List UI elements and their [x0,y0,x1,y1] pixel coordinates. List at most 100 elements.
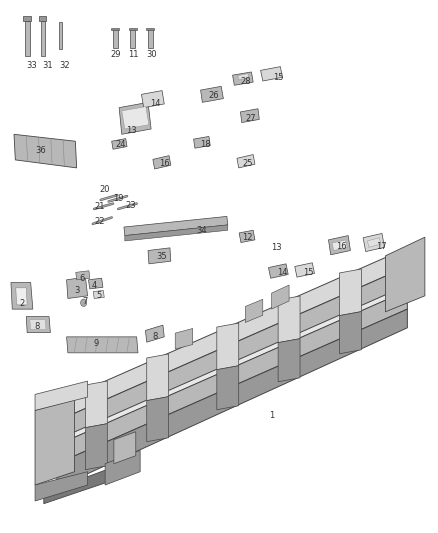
Text: 28: 28 [241,77,251,85]
Polygon shape [57,290,407,464]
Polygon shape [145,325,164,342]
Polygon shape [25,21,30,56]
Polygon shape [201,86,223,102]
Polygon shape [278,296,300,343]
Polygon shape [385,237,425,312]
Text: 9: 9 [94,340,99,348]
Polygon shape [14,134,77,168]
Polygon shape [261,67,283,81]
Text: 14: 14 [277,269,288,277]
Text: 11: 11 [128,50,139,59]
Text: 5: 5 [96,292,101,300]
Text: 36: 36 [35,146,46,155]
Circle shape [81,299,87,306]
Polygon shape [122,107,149,129]
Polygon shape [245,299,263,322]
Text: 16: 16 [336,242,347,251]
Text: 14: 14 [150,100,161,108]
Polygon shape [153,156,171,169]
Polygon shape [41,21,45,56]
Polygon shape [35,472,88,501]
Polygon shape [295,263,314,277]
Polygon shape [240,109,259,123]
Polygon shape [367,238,381,247]
Text: 35: 35 [156,253,166,261]
Text: 15: 15 [304,269,314,277]
Text: 31: 31 [42,61,53,69]
Polygon shape [111,28,119,30]
Polygon shape [238,74,249,80]
Polygon shape [268,264,288,278]
Text: 32: 32 [60,61,70,69]
Polygon shape [339,312,361,354]
Polygon shape [119,102,151,134]
Polygon shape [141,91,164,108]
Polygon shape [146,28,154,30]
Text: 8: 8 [153,333,158,341]
Text: 22: 22 [95,217,105,225]
Text: 8: 8 [35,322,40,330]
Text: 33: 33 [26,61,37,69]
Text: 7: 7 [82,297,87,305]
Polygon shape [39,16,46,21]
Polygon shape [57,248,407,421]
Polygon shape [147,354,169,401]
Polygon shape [278,338,300,382]
Polygon shape [339,269,361,316]
Polygon shape [332,240,347,251]
Polygon shape [76,271,90,280]
Polygon shape [26,317,50,333]
Text: 15: 15 [273,73,283,82]
Text: 24: 24 [115,141,126,149]
Polygon shape [35,400,74,485]
Polygon shape [239,230,255,243]
Polygon shape [272,285,289,309]
Polygon shape [125,225,228,241]
Polygon shape [85,381,107,427]
Polygon shape [57,266,407,445]
Polygon shape [59,22,62,49]
Polygon shape [23,16,32,21]
Text: 12: 12 [242,233,253,241]
Polygon shape [148,248,171,264]
Polygon shape [114,432,136,464]
Polygon shape [105,450,140,485]
Polygon shape [67,277,88,298]
Polygon shape [148,29,153,48]
Text: 3: 3 [74,286,79,295]
Polygon shape [112,139,127,149]
Text: 6: 6 [80,274,85,282]
Polygon shape [57,266,407,440]
Text: 26: 26 [208,92,219,100]
Text: 13: 13 [271,244,281,252]
Text: 18: 18 [201,141,211,149]
Text: 1: 1 [269,411,274,420]
Polygon shape [44,464,123,504]
Polygon shape [175,328,193,349]
Polygon shape [35,381,88,410]
Polygon shape [328,236,350,255]
Text: 13: 13 [126,126,137,135]
Polygon shape [217,323,239,370]
Text: 23: 23 [125,201,136,209]
Polygon shape [129,28,137,30]
Text: 4: 4 [92,281,97,289]
Text: 17: 17 [376,242,386,251]
Polygon shape [237,155,255,168]
Polygon shape [124,216,228,236]
Polygon shape [30,320,46,329]
Polygon shape [363,233,385,252]
Text: 19: 19 [113,194,124,203]
Text: 20: 20 [100,185,110,193]
Polygon shape [16,288,27,305]
Polygon shape [217,366,239,410]
Polygon shape [11,282,33,309]
Text: 21: 21 [95,202,105,211]
Polygon shape [93,290,104,298]
Polygon shape [67,337,138,353]
Text: 25: 25 [242,159,253,168]
Polygon shape [194,136,210,148]
Polygon shape [113,29,118,48]
Polygon shape [57,309,407,488]
Text: 2: 2 [19,300,25,308]
